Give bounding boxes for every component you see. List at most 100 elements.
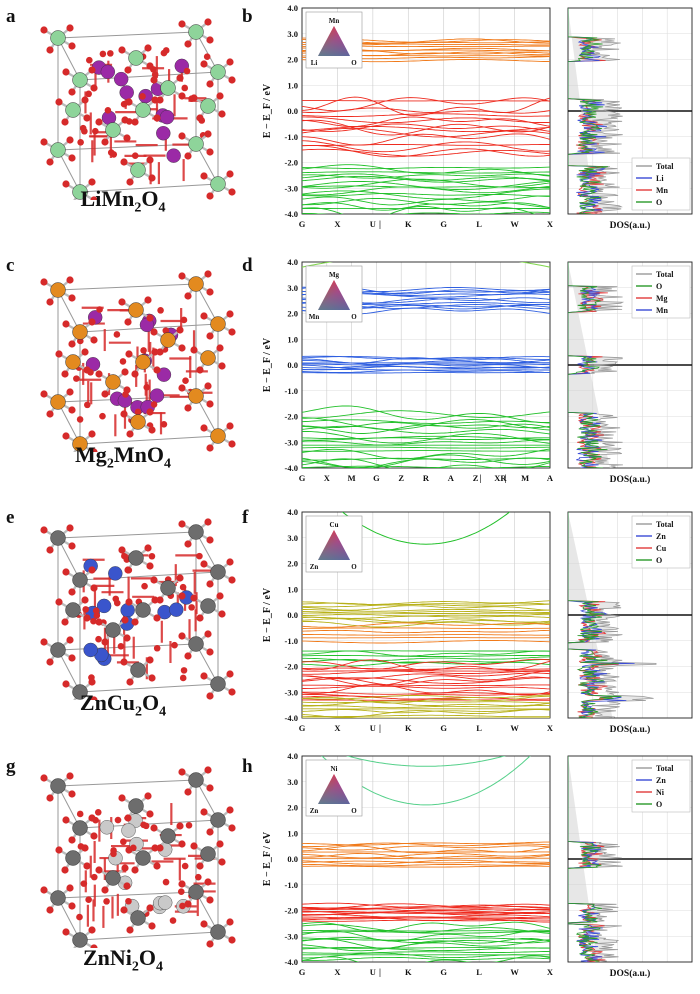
band-line xyxy=(302,668,550,669)
band-line xyxy=(302,701,550,703)
band-line xyxy=(302,145,550,146)
y-tick-label: -3.0 xyxy=(285,183,298,193)
y-tick-label: 0.0 xyxy=(287,360,298,370)
kpath-label: L xyxy=(476,723,482,733)
legend-label: Mg xyxy=(656,294,668,303)
crystal-drawing xyxy=(40,518,235,700)
y-tick-label: 4.0 xyxy=(287,257,298,267)
kpath-separator: | xyxy=(480,473,482,483)
y-tick-label: 4.0 xyxy=(287,3,298,13)
kpath-label: L xyxy=(476,967,482,977)
formula-part: Mg xyxy=(75,442,107,467)
crystal-structure-znni2o4 xyxy=(18,758,238,948)
y-tick-label: 3.0 xyxy=(287,533,298,543)
triangle-label-left: Zn xyxy=(310,807,319,815)
triangle-label-top: Mn xyxy=(329,17,340,25)
y-tick-label: -2.0 xyxy=(285,412,298,422)
formula-limn2o4: LiMn2O4 xyxy=(28,186,218,216)
triangle-label-top: Ni xyxy=(331,765,338,773)
y-tick-label: 1.0 xyxy=(287,80,298,90)
legend-label: Total xyxy=(656,270,674,279)
band-line xyxy=(302,659,550,669)
kpath-separator: | xyxy=(504,473,506,483)
band-line xyxy=(302,715,550,717)
kpath-label: W xyxy=(510,967,519,977)
band-structure-plot-f: 4.03.02.01.00.0-1.0-2.0-3.0-4.0E − E_F /… xyxy=(248,504,700,750)
kpath-label: K xyxy=(405,967,412,977)
formula-part: LiMn xyxy=(81,186,135,211)
band-line xyxy=(302,951,550,953)
legend-label: Mn xyxy=(656,186,669,195)
kpath-label: G xyxy=(440,967,447,977)
formula-sub: 2 xyxy=(132,959,139,974)
formula-sub: 4 xyxy=(158,200,165,215)
kpath-label: G xyxy=(440,219,447,229)
y-tick-label: 3.0 xyxy=(287,283,298,293)
formula-mg2mno4: Mg2MnO4 xyxy=(28,442,218,472)
kpath-separator: | xyxy=(379,967,381,977)
band-line xyxy=(302,671,550,672)
y-tick-label: -1.0 xyxy=(285,880,298,890)
y-tick-label: 1.0 xyxy=(287,334,298,344)
triangle-label-right: O xyxy=(351,807,357,815)
kpath-label: G xyxy=(373,473,380,483)
y-tick-label: -3.0 xyxy=(285,931,298,941)
y-tick-label: -4.0 xyxy=(285,463,298,473)
panel-label-a: a xyxy=(6,6,16,28)
legend-label: O xyxy=(656,198,662,207)
formula-part: O xyxy=(139,945,156,970)
dos-x-label: DOS(a.u.) xyxy=(610,220,651,231)
crystal-drawing xyxy=(40,766,235,948)
y-axis-label: E − E_F / eV xyxy=(262,83,273,138)
formula-sub: 2 xyxy=(107,456,114,471)
band-line xyxy=(302,630,550,632)
y-tick-label: 1.0 xyxy=(287,828,298,838)
y-tick-label: -3.0 xyxy=(285,687,298,697)
kpath-label: X xyxy=(547,219,554,229)
band-line xyxy=(302,134,550,145)
kpath-label: Z xyxy=(473,473,479,483)
y-axis-label: E − E_F / eV xyxy=(262,831,273,886)
kpath-label: X xyxy=(334,219,341,229)
band-line xyxy=(302,657,550,661)
legend-label: Ni xyxy=(656,788,665,797)
crystal-structure-limn2o4 xyxy=(18,10,238,200)
panel-label-g: g xyxy=(6,756,16,778)
band-line xyxy=(302,685,550,686)
y-tick-label: -1.0 xyxy=(285,636,298,646)
band-line xyxy=(302,611,550,613)
y-tick-label: -4.0 xyxy=(285,713,298,723)
formula-sub: 4 xyxy=(164,456,171,471)
kpath-label: X xyxy=(547,723,554,733)
band-line xyxy=(302,635,550,636)
legend-label: O xyxy=(656,282,662,291)
y-axis-label: E − E_F / eV xyxy=(262,587,273,642)
formula-sub: 2 xyxy=(135,704,142,719)
y-tick-label: 1.0 xyxy=(287,584,298,594)
kpath-label: U xyxy=(370,967,376,977)
y-tick-label: 4.0 xyxy=(287,751,298,761)
legend-label: Mn xyxy=(656,306,669,315)
y-tick-label: -4.0 xyxy=(285,957,298,967)
kpath-label: K xyxy=(405,723,412,733)
y-tick-label: -2.0 xyxy=(285,662,298,672)
band-line xyxy=(302,628,550,629)
crystal-structure-mg2mno4 xyxy=(18,262,238,452)
y-tick-label: -2.0 xyxy=(285,158,298,168)
formula-part: ZnCu xyxy=(80,690,135,715)
formula-zncu2o4: ZnCu2O4 xyxy=(28,690,218,720)
band-line xyxy=(302,656,550,657)
kpath-label: A xyxy=(448,473,455,483)
band-line xyxy=(302,686,550,689)
triangle-label-top: Mg xyxy=(329,271,340,279)
legend-label: Zn xyxy=(656,776,666,785)
kpath-label: X xyxy=(334,967,341,977)
band-structure-plot-d: 4.03.02.01.00.0-1.0-2.0-3.0-4.0E − E_F /… xyxy=(248,254,700,500)
formula-part: ZnNi xyxy=(83,945,132,970)
y-axis-label: E − E_F / eV xyxy=(262,337,273,392)
band-structure-plot-b: 4.03.02.01.00.0-1.0-2.0-3.0-4.0E − E_F /… xyxy=(248,0,700,246)
kpath-label: U xyxy=(370,723,376,733)
band-line xyxy=(302,447,550,448)
